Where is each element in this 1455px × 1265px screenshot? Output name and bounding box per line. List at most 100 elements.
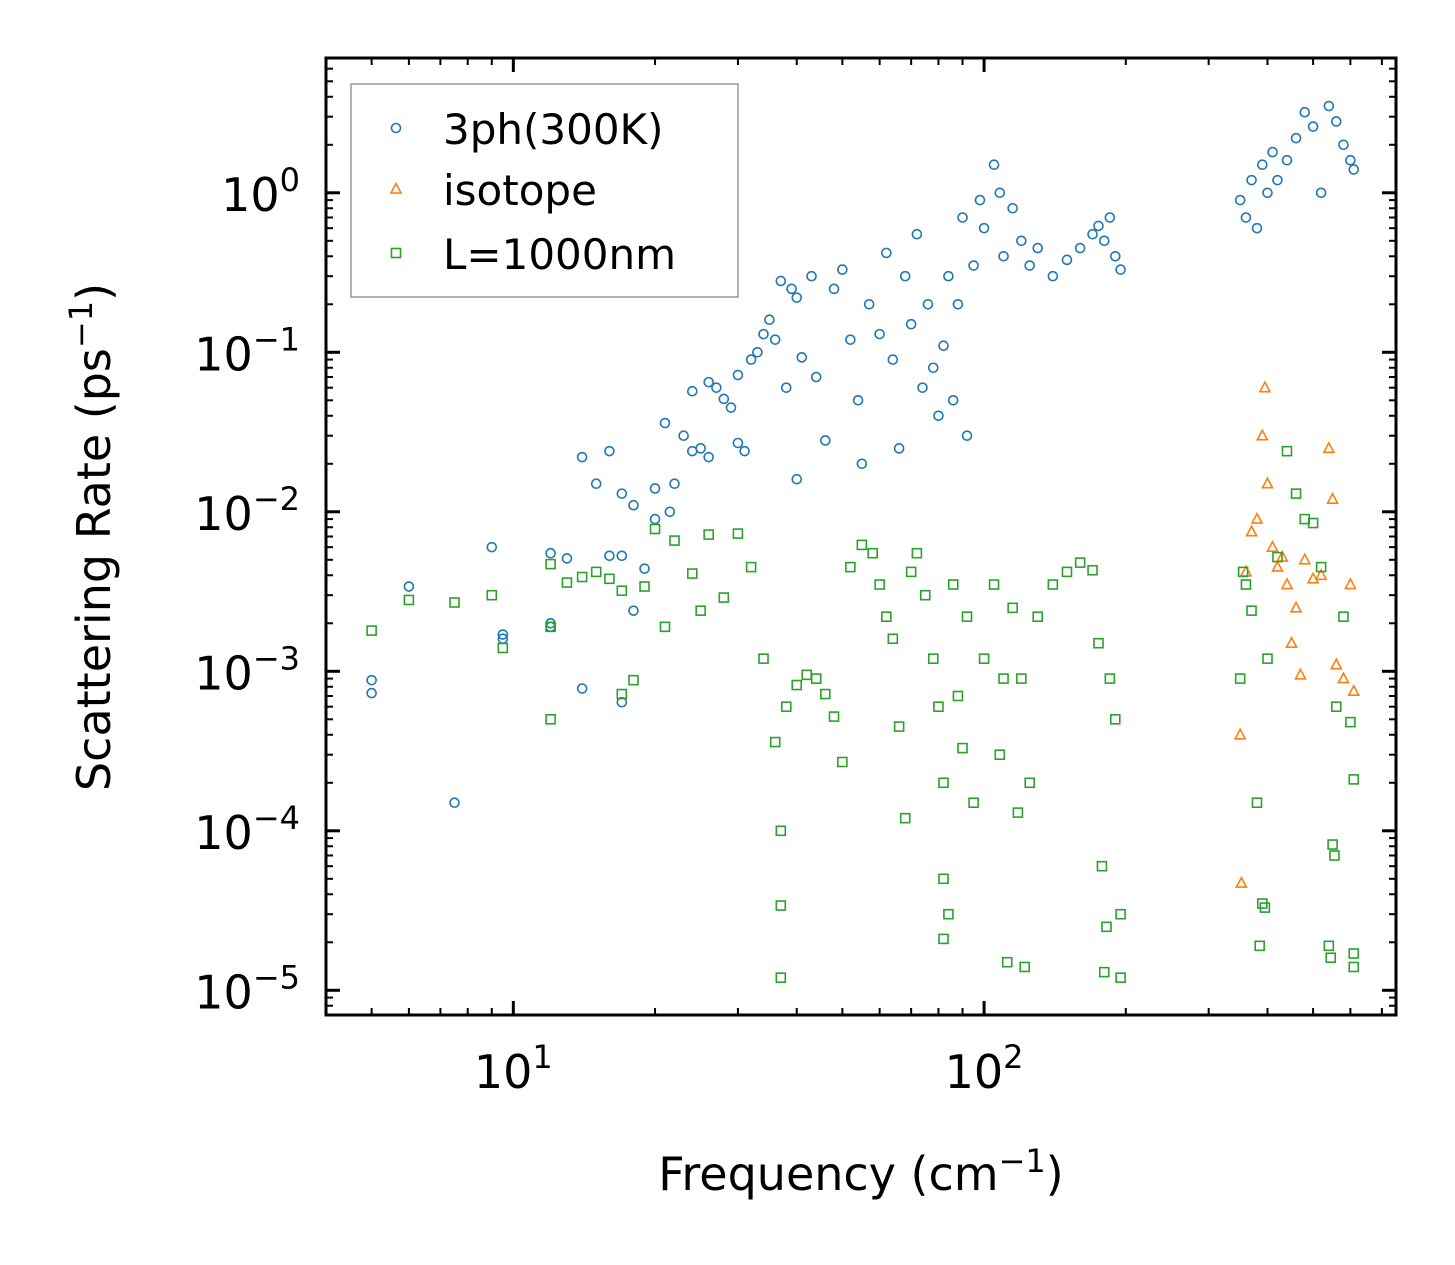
- data-point: [1266, 539, 1279, 552]
- data-point: [1348, 961, 1360, 973]
- data-point: [649, 523, 661, 535]
- data-point: [845, 334, 856, 345]
- data-point: [545, 621, 556, 633]
- data-point: [1016, 235, 1027, 247]
- data-point: [943, 908, 954, 920]
- data-point: [695, 605, 706, 616]
- data-point: [938, 873, 949, 885]
- data-point: [828, 711, 840, 722]
- data-point: [994, 187, 1006, 199]
- series-2: [366, 445, 1360, 983]
- data-point: [1047, 579, 1059, 590]
- y-axis-label: Scattering Rate (ps−1): [62, 283, 121, 791]
- data-point: [628, 605, 639, 616]
- data-point: [403, 594, 415, 606]
- data-point: [887, 633, 899, 645]
- data-point: [1251, 797, 1263, 809]
- data-point: [917, 382, 928, 393]
- data-point: [739, 445, 750, 457]
- data-point: [1016, 673, 1027, 684]
- data-point: [927, 362, 939, 374]
- data-point: [952, 298, 964, 310]
- data-point: [616, 688, 628, 700]
- data-point: [659, 621, 671, 633]
- data-point: [1314, 568, 1328, 581]
- data-point: [1315, 561, 1327, 573]
- data-point: [998, 250, 1009, 262]
- data-point: [669, 478, 680, 490]
- data-point: [449, 797, 460, 809]
- data-point: [1330, 116, 1342, 127]
- data-point: [1348, 774, 1360, 785]
- data-point: [616, 550, 628, 562]
- data-point: [1315, 187, 1327, 199]
- data-point: [745, 354, 757, 365]
- data-point: [1098, 966, 1110, 978]
- data-point: [1109, 250, 1121, 262]
- data-point: [1299, 106, 1311, 118]
- legend: 3ph(300K) isotope L=1000nm: [350, 83, 739, 298]
- data-point: [786, 283, 797, 295]
- data-point: [988, 159, 1000, 171]
- data-point: [449, 597, 460, 608]
- data-point: [1254, 940, 1265, 952]
- data-point: [791, 679, 803, 691]
- data-point: [947, 579, 959, 590]
- legend-marker-1: [389, 181, 403, 194]
- data-point: [1087, 564, 1098, 576]
- data-point: [758, 653, 769, 664]
- data-point: [820, 688, 831, 700]
- data-point: [561, 553, 573, 564]
- data-point: [994, 749, 1006, 760]
- y-tick-label: 10−1: [194, 320, 300, 381]
- data-point: [938, 340, 949, 351]
- data-point: [1115, 264, 1126, 275]
- data-point: [1024, 777, 1035, 789]
- data-point: [687, 568, 698, 579]
- data-point: [703, 376, 714, 388]
- data-point: [911, 228, 923, 240]
- data-point: [867, 547, 879, 559]
- data-point: [957, 212, 968, 223]
- data-point: [1272, 174, 1283, 186]
- data-point: [486, 589, 498, 601]
- data-point: [732, 437, 744, 449]
- data-point: [403, 581, 415, 592]
- data-point: [780, 382, 792, 393]
- data-point: [732, 369, 744, 381]
- data-point: [801, 669, 813, 681]
- tick-labels: 101 102 100 10−1 10−2 10−3 10−4 10−5: [194, 161, 1023, 1099]
- data-point: [893, 721, 905, 732]
- legend-label-boundary: L=1000nm: [443, 230, 676, 279]
- plot-frame: [324, 56, 1398, 1017]
- x-tick-label: 101: [474, 1038, 553, 1099]
- data-point: [604, 550, 615, 562]
- data-point: [628, 674, 639, 686]
- data-point: [1233, 727, 1247, 740]
- data-point: [1019, 961, 1031, 973]
- data-point: [639, 581, 650, 592]
- data-point: [1047, 270, 1059, 282]
- data-point: [752, 346, 763, 358]
- data-point: [1234, 673, 1246, 684]
- data-point: [791, 292, 803, 303]
- data-point: [604, 445, 615, 457]
- data-point: [1307, 517, 1319, 529]
- data-point: [887, 354, 899, 365]
- data-point: [881, 247, 892, 259]
- data-point: [1347, 684, 1361, 697]
- data-point: [1261, 476, 1274, 489]
- data-point: [961, 611, 973, 622]
- data-point: [1307, 121, 1319, 132]
- data-point: [938, 777, 949, 789]
- data-point: [1290, 132, 1302, 144]
- data-point: [856, 539, 868, 551]
- data-point: [1258, 380, 1272, 393]
- data-point: [893, 443, 905, 454]
- data-point: [659, 417, 671, 429]
- data-point: [590, 566, 602, 578]
- data-point: [1250, 511, 1264, 524]
- data-point: [366, 674, 377, 686]
- series-0: [366, 100, 1360, 809]
- data-point: [905, 566, 917, 578]
